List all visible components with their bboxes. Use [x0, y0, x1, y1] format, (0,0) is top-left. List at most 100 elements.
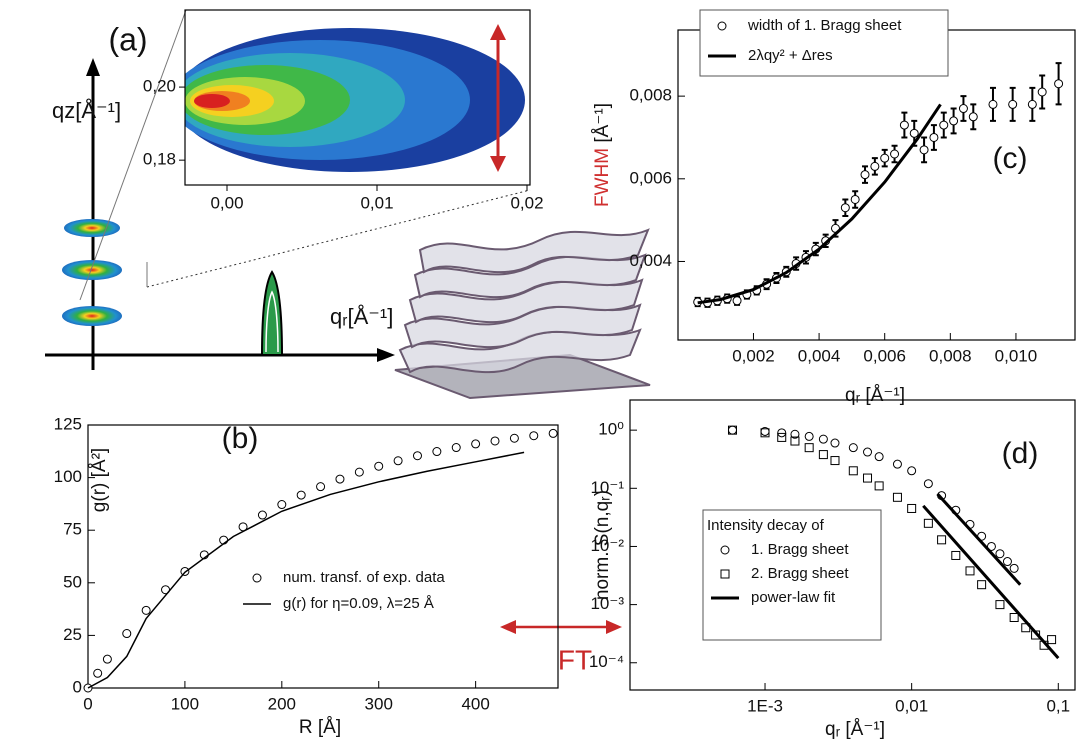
y-tick-label: 10⁰ [598, 420, 624, 439]
data-point [1037, 87, 1047, 97]
axis-label: qᵣ[Å⁻¹] [330, 304, 393, 329]
data-point [316, 482, 326, 492]
data-point [850, 194, 860, 204]
y-tick-label: 25 [63, 625, 82, 644]
y-tick-label: 10⁻³ [590, 594, 624, 613]
data-point [354, 467, 364, 477]
data-point [939, 120, 949, 130]
x-tick-label: 0,1 [1046, 696, 1070, 715]
data-point [790, 429, 800, 439]
bragg-spot [62, 260, 122, 280]
arrow-head [490, 156, 506, 172]
sheet [418, 228, 650, 274]
chart: 0 100 200 300 400 0 25 50 75 100 125 (b) R [Å] g(r) [… [54, 414, 559, 738]
legend-label: 1. Bragg sheet [751, 541, 849, 558]
legend-label: 2. Bragg sheet [751, 565, 849, 582]
data-point [727, 425, 737, 435]
chart: 0,002 0,004 0,006 0,008 0,010 0,004 0,006 0,008… [592, 9, 1076, 406]
x-tick-label: 100 [171, 694, 199, 713]
data-point [840, 203, 850, 213]
panel-label: (a) [108, 21, 147, 57]
data-point [848, 443, 858, 453]
data-point [141, 605, 151, 615]
contour [194, 94, 230, 108]
peak-profile [265, 290, 279, 353]
y-tick-label: 0,006 [629, 168, 672, 187]
data-point [907, 503, 917, 513]
data-point [471, 439, 481, 449]
data-point [727, 425, 737, 435]
data-point [777, 428, 787, 438]
data-point [1047, 635, 1057, 645]
x-tick-label: 0,004 [798, 346, 841, 365]
panel-label: (c) [993, 142, 1028, 175]
data-point [412, 451, 422, 461]
sheet [413, 253, 647, 299]
y-axis-label-text: FWHM [592, 148, 613, 207]
data-point [335, 474, 345, 484]
legend-box [699, 9, 949, 77]
panel-label: (b) [222, 422, 259, 455]
data-point [860, 170, 870, 180]
data-point [937, 535, 947, 545]
arrow-head [377, 348, 395, 362]
x-tick-label: 1E-3 [747, 696, 783, 715]
data-point [848, 466, 858, 476]
y-tick-label: 0 [73, 677, 82, 696]
y-tick-label: 100 [54, 467, 82, 486]
data-point [374, 461, 384, 471]
zoom-line [79, 9, 187, 301]
legend-label: power-law fit [751, 589, 836, 606]
data-point [995, 549, 1005, 559]
data-point [909, 128, 919, 138]
fit-line [922, 504, 1060, 660]
axis-label: qz[Å⁻¹] [52, 98, 121, 123]
x-tick-label: 300 [365, 694, 393, 713]
data-point [548, 428, 558, 438]
data-point [277, 500, 287, 510]
legend-label: g(r) for η=0.09, λ=25 Å [283, 595, 434, 612]
peak-profile [260, 270, 284, 356]
x-axis-label: R [Å] [299, 717, 341, 738]
chart: 1E-3 0,01 0,1 10⁻⁴ 10⁻³ 10⁻² 10⁻¹ 10⁰ (d) qᵣ [Å⁻¹… [589, 399, 1076, 740]
legend-box [702, 509, 882, 641]
data-point [790, 436, 800, 446]
data-point [880, 153, 890, 163]
data-point [830, 438, 840, 448]
x-tick-label: 400 [461, 694, 489, 713]
y-axis-label: norm. S(n,qᵣ) [592, 490, 613, 600]
y-tick-label: 0,20 [143, 77, 176, 96]
y-axis-label: FWHM [Å⁻¹] [592, 103, 613, 207]
arrow-head [606, 620, 622, 634]
arrow-head [86, 58, 100, 76]
x-tick-label: 0,01 [360, 193, 393, 212]
data-point [490, 436, 500, 446]
data-point [393, 456, 403, 466]
data-point [874, 452, 884, 462]
data-point [122, 629, 132, 639]
data-point [432, 447, 442, 457]
y-tick-label: 10⁻⁴ [589, 652, 624, 671]
arrow-head [490, 24, 506, 40]
data-point [899, 120, 909, 130]
data-point [923, 479, 933, 489]
data-point [804, 431, 814, 441]
panel-a: (a) qz[Å⁻¹] qᵣ[Å⁻¹] [45, 9, 651, 400]
data-point [720, 545, 730, 555]
x-tick-label: 0 [83, 694, 92, 713]
data-point [1002, 557, 1012, 567]
sheet [403, 303, 642, 349]
data-point [451, 443, 461, 453]
sheet [408, 278, 644, 324]
y-tick-label: 125 [54, 414, 82, 433]
fit-line [697, 103, 942, 305]
data-point [1027, 99, 1037, 109]
data-point [1054, 79, 1064, 89]
data-point [804, 443, 814, 453]
data-point [874, 481, 884, 491]
y-tick-label: 50 [63, 572, 82, 591]
y-tick-label: 0,004 [629, 251, 672, 270]
data-point [863, 447, 873, 457]
x-axis-label: qᵣ [Å⁻¹] [845, 385, 905, 406]
